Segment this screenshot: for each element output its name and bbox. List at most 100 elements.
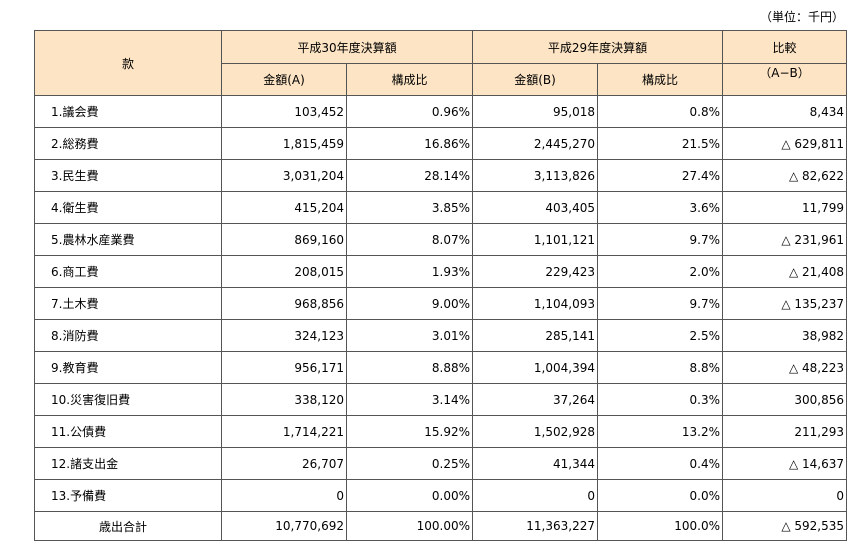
header-amount-a: 金額(A) (221, 63, 347, 96)
ratio-a-cell: 0.00% (346, 479, 473, 512)
amount-a-cell: 324,123 (221, 319, 347, 352)
diff-cell: △ 629,811 (722, 127, 847, 160)
amount-b-cell: 285,141 (472, 319, 598, 352)
unit-note: （単位：千円） (759, 10, 844, 24)
amount-b-cell: 0 (472, 479, 598, 512)
amount-a-cell: 968,856 (221, 287, 347, 320)
amount-b-cell: 41,344 (472, 447, 598, 480)
table-row: 6.商工費 208,015 1.93% 229,423 2.0% △ 21,408 (34, 255, 847, 288)
diff-cell: 0 (722, 479, 847, 512)
row-name-cell: 2.総務費 (34, 127, 222, 160)
table-row: 7.土木費 968,856 9.00% 1,104,093 9.7% △ 135,237 (34, 287, 847, 320)
ratio-a-cell: 15.92% (346, 415, 473, 448)
table-row: 13.予備費 0 0.00% 0 0.0% 0 (34, 479, 847, 512)
row-name-cell: 1.議会費 (34, 95, 222, 128)
header-hikaku: 比較 (722, 30, 847, 64)
ratio-a-cell: 1.93% (346, 255, 473, 288)
ratio-b-cell: 0.4% (597, 447, 723, 480)
ratio-a-cell: 3.85% (346, 191, 473, 224)
amount-a-cell: 3,031,204 (221, 159, 347, 192)
diff-cell: 211,293 (722, 415, 847, 448)
diff-cell: △ 592,535 (722, 511, 847, 541)
table-row: 2.総務費 1,815,459 16.86% 2,445,270 21.5% △ 629,… (34, 127, 847, 160)
ratio-a-cell: 16.86% (346, 127, 473, 160)
ratio-a-cell: 9.00% (346, 287, 473, 320)
amount-b-cell: 37,264 (472, 383, 598, 416)
diff-cell: △ 135,237 (722, 287, 847, 320)
diff-cell: 11,799 (722, 191, 847, 224)
table-row: 5.農林水産業費 869,160 8.07% 1,101,121 9.7% △ 231,9… (34, 223, 847, 256)
expenditure-table: 款 平成30年度決算額 平成29年度決算額 比較 金額(A) 構成比 金額(B)… (34, 30, 847, 541)
header-h30: 平成30年度決算額 (221, 30, 473, 64)
ratio-a-cell: 3.01% (346, 319, 473, 352)
ratio-a-cell: 28.14% (346, 159, 473, 192)
amount-a-cell: 10,770,692 (221, 511, 347, 541)
diff-cell: △ 231,961 (722, 223, 847, 256)
row-name-cell: 13.予備費 (34, 479, 222, 512)
table-row: 3.民生費 3,031,204 28.14% 3,113,826 27.4% △ 82,6… (34, 159, 847, 192)
amount-a-cell: 1,815,459 (221, 127, 347, 160)
diff-cell: △ 14,637 (722, 447, 847, 480)
header-h29: 平成29年度決算額 (472, 30, 723, 64)
ratio-b-cell: 21.5% (597, 127, 723, 160)
amount-b-cell: 11,363,227 (472, 511, 598, 541)
amount-a-cell: 956,171 (221, 351, 347, 384)
amount-a-cell: 415,204 (221, 191, 347, 224)
table-row: 11.公債費 1,714,221 15.92% 1,502,928 13.2% 211,2… (34, 415, 847, 448)
table-row: 9.教育費 956,171 8.88% 1,004,394 8.8% △ 48,223 (34, 351, 847, 384)
ratio-b-cell: 0.8% (597, 95, 723, 128)
ratio-b-cell: 0.0% (597, 479, 723, 512)
amount-b-cell: 1,004,394 (472, 351, 598, 384)
header-kuan: 款 (34, 30, 222, 96)
amount-a-cell: 208,015 (221, 255, 347, 288)
amount-b-cell: 3,113,826 (472, 159, 598, 192)
row-name-cell: 歳出合計 (34, 511, 222, 541)
amount-b-cell: 1,101,121 (472, 223, 598, 256)
row-name-cell: 3.民生費 (34, 159, 222, 192)
amount-a-cell: 338,120 (221, 383, 347, 416)
diff-cell: △ 82,622 (722, 159, 847, 192)
table-row: 10.災害復旧費 338,120 3.14% 37,264 0.3% 300,856 (34, 383, 847, 416)
ratio-b-cell: 100.0% (597, 511, 723, 541)
row-name-cell: 12.諸支出金 (34, 447, 222, 480)
ratio-b-cell: 9.7% (597, 287, 723, 320)
ratio-b-cell: 27.4% (597, 159, 723, 192)
diff-cell: 300,856 (722, 383, 847, 416)
table-row: 8.消防費 324,123 3.01% 285,141 2.5% 38,982 (34, 319, 847, 352)
amount-b-cell: 229,423 (472, 255, 598, 288)
diff-cell: △ 21,408 (722, 255, 847, 288)
ratio-b-cell: 8.8% (597, 351, 723, 384)
ratio-b-cell: 2.0% (597, 255, 723, 288)
diff-cell: 38,982 (722, 319, 847, 352)
amount-b-cell: 2,445,270 (472, 127, 598, 160)
ratio-a-cell: 8.88% (346, 351, 473, 384)
ratio-b-cell: 3.6% (597, 191, 723, 224)
table-row: 4.衛生費 415,204 3.85% 403,405 3.6% 11,799 (34, 191, 847, 224)
ratio-b-cell: 13.2% (597, 415, 723, 448)
row-name-cell: 5.農林水産業費 (34, 223, 222, 256)
row-name-cell: 7.土木費 (34, 287, 222, 320)
ratio-a-cell: 3.14% (346, 383, 473, 416)
row-name-cell: 10.災害復旧費 (34, 383, 222, 416)
header-diff: （A−B） (722, 63, 847, 96)
header-amount-b: 金額(B) (472, 63, 598, 96)
ratio-a-cell: 100.00% (346, 511, 473, 541)
ratio-b-cell: 2.5% (597, 319, 723, 352)
row-name-cell: 9.教育費 (34, 351, 222, 384)
ratio-a-cell: 8.07% (346, 223, 473, 256)
row-name-cell: 11.公債費 (34, 415, 222, 448)
table-row: 1.議会費 103,452 0.96% 95,018 0.8% 8,434 (34, 95, 847, 128)
row-name-cell: 8.消防費 (34, 319, 222, 352)
header-ratio-a: 構成比 (346, 63, 473, 96)
total-row: 歳出合計 10,770,692 100.00% 11,363,227 100.0% △ 5… (34, 511, 847, 541)
amount-a-cell: 103,452 (221, 95, 347, 128)
amount-b-cell: 95,018 (472, 95, 598, 128)
table-row: 12.諸支出金 26,707 0.25% 41,344 0.4% △ 14,637 (34, 447, 847, 480)
amount-b-cell: 1,104,093 (472, 287, 598, 320)
ratio-b-cell: 9.7% (597, 223, 723, 256)
amount-b-cell: 1,502,928 (472, 415, 598, 448)
header-ratio-b: 構成比 (597, 63, 723, 96)
amount-a-cell: 26,707 (221, 447, 347, 480)
amount-a-cell: 869,160 (221, 223, 347, 256)
ratio-a-cell: 0.25% (346, 447, 473, 480)
